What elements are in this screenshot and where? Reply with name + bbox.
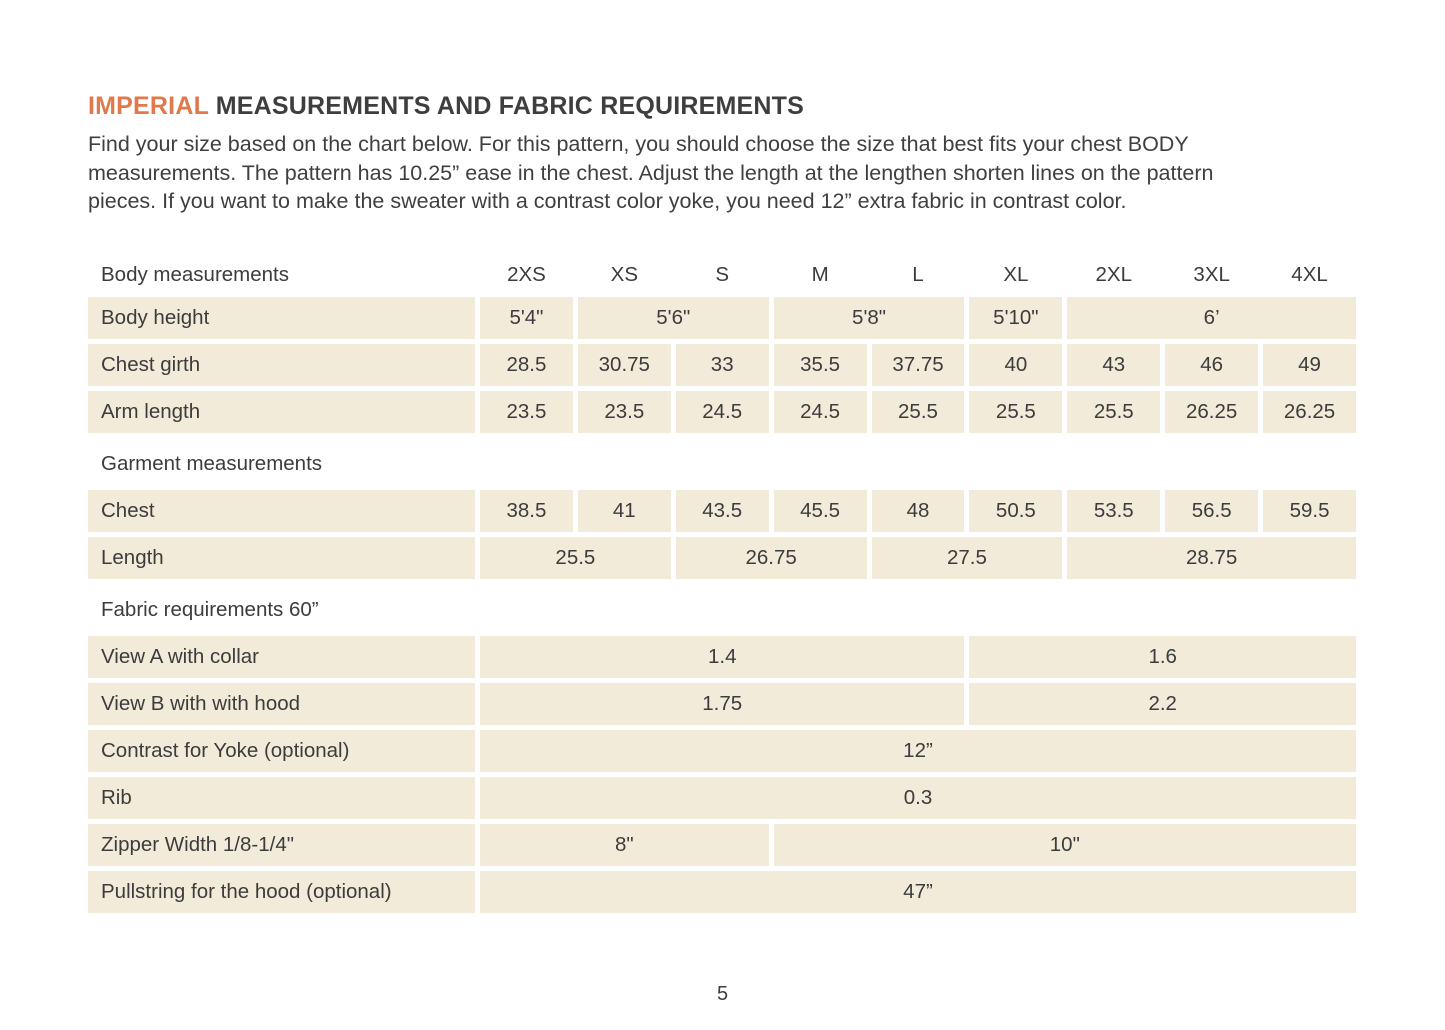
table-cell: 37.75 [871, 343, 965, 386]
table-cell: 53.5 [1067, 489, 1161, 532]
table-cell: 6’ [1067, 296, 1356, 339]
table-cell: 5'8" [773, 296, 965, 339]
table-cell: 25.5 [969, 390, 1063, 433]
page-content: IMPERIAL MEASUREMENTS AND FABRIC REQUIRE… [88, 92, 1356, 918]
table-row-body-height: Body height 5'4" 5'6" 5'8" 5'10" 6’ [88, 296, 1356, 339]
page-title-rest: MEASUREMENTS AND FABRIC REQUIREMENTS [215, 92, 805, 120]
table-cell: 59.5 [1263, 489, 1356, 532]
table-cell: 5'10" [969, 296, 1063, 339]
table-row-view-b: View B with with hood 1.75 2.2 [88, 682, 1356, 725]
table-cell: 8" [480, 823, 769, 866]
size-column-header: XS [610, 262, 638, 286]
size-column-header: XL [1003, 262, 1029, 286]
table-cell: 5'6" [577, 296, 769, 339]
size-column-header: 2XS [507, 262, 546, 286]
size-column-header: 3XL [1193, 262, 1230, 286]
table-cell: 45.5 [773, 489, 867, 532]
table-cell: 41 [577, 489, 671, 532]
table-header-row: Body measurements 2XS XS S M L XL 2XL 3X… [88, 253, 1356, 297]
intro-line: Find your size based on the chart below.… [88, 132, 1189, 156]
table-cell: 43 [1067, 343, 1161, 386]
table-cell: 25.5 [871, 390, 965, 433]
table-cell: 25.5 [480, 536, 671, 579]
size-table: Body measurements 2XS XS S M L XL 2XL 3X… [88, 253, 1356, 913]
table-cell: 1.6 [969, 635, 1356, 678]
table-cell: 56.5 [1165, 489, 1259, 532]
table-cell: 46 [1165, 343, 1259, 386]
table-cell: 25.5 [1067, 390, 1161, 433]
page-number: 5 [716, 983, 729, 1005]
row-label: Contrast for Yoke (optional) [88, 729, 475, 772]
table-cell: 27.5 [871, 536, 1063, 579]
table-row-arm-length: Arm length 23.5 23.5 24.5 24.5 25.5 25.5… [88, 390, 1356, 433]
table-cell: 26.25 [1263, 390, 1356, 433]
table-cell: 24.5 [773, 390, 867, 433]
size-column-header: M [811, 262, 829, 286]
table-cell: 35.5 [773, 343, 867, 386]
table-cell: 12” [480, 729, 1356, 772]
table-row-pullstring: Pullstring for the hood (optional) 47” [88, 870, 1356, 913]
row-label: Pullstring for the hood (optional) [88, 870, 475, 913]
row-label: Chest [88, 489, 475, 532]
table-cell: 26.25 [1165, 390, 1259, 433]
table-cell: 1.75 [480, 682, 965, 725]
row-label: Body height [88, 296, 475, 339]
table-cell: 38.5 [480, 489, 573, 532]
row-label: Length [88, 536, 475, 579]
size-column-header: 2XL [1095, 262, 1133, 286]
page-title: IMPERIAL MEASUREMENTS AND FABRIC REQUIRE… [88, 92, 1356, 121]
table-cell: 5'4" [480, 296, 573, 339]
table-cell: 26.75 [675, 536, 867, 579]
table-cell: 10" [773, 823, 1356, 866]
table-row-chest: Chest 38.5 41 43.5 45.5 48 50.5 53.5 56.… [88, 489, 1356, 532]
section-header-fabric-requirements: Fabric requirements 60” [101, 597, 319, 621]
table-cell: 30.75 [577, 343, 671, 386]
table-cell: 23.5 [577, 390, 671, 433]
table-cell: 49 [1263, 343, 1356, 386]
table-row-contrast-yoke: Contrast for Yoke (optional) 12” [88, 729, 1356, 772]
table-cell: 47” [480, 870, 1356, 913]
section-header-garment-measurements: Garment measurements [101, 451, 323, 475]
size-column-header: 4XL [1291, 262, 1328, 286]
table-cell: 0.3 [480, 776, 1356, 819]
table-row-zipper-width: Zipper Width 1/8-1/4" 8" 10" [88, 823, 1356, 866]
table-row-length: Length 25.5 26.75 27.5 28.75 [88, 536, 1356, 579]
intro-paragraph: Find your size based on the chart below.… [88, 130, 1356, 216]
row-label: View B with with hood [88, 682, 475, 725]
table-row-rib: Rib 0.3 [88, 776, 1356, 819]
table-row-chest-girth: Chest girth 28.5 30.75 33 35.5 37.75 40 … [88, 343, 1356, 386]
intro-line: measurements. The pattern has 10.25” eas… [88, 160, 1214, 185]
header-label: Body measurements [101, 262, 290, 286]
table-cell: 28.75 [1067, 536, 1356, 579]
table-cell: 2.2 [969, 682, 1356, 725]
size-column-header: L [912, 262, 924, 286]
row-label: Zipper Width 1/8-1/4" [88, 823, 475, 866]
size-column-header: S [715, 262, 730, 286]
row-label: Arm length [88, 390, 475, 433]
row-label: Chest girth [88, 343, 475, 386]
row-label: Rib [88, 776, 475, 819]
intro-line: pieces. If you want to make the sweater … [88, 189, 1127, 213]
row-label: View A with collar [88, 635, 475, 678]
table-cell: 48 [871, 489, 965, 532]
table-cell: 23.5 [480, 390, 573, 433]
table-cell: 24.5 [675, 390, 769, 433]
page-title-accent: IMPERIAL [88, 92, 209, 120]
table-cell: 40 [969, 343, 1063, 386]
table-cell: 1.4 [480, 635, 965, 678]
table-cell: 50.5 [969, 489, 1063, 532]
table-row-view-a: View A with collar 1.4 1.6 [88, 635, 1356, 678]
table-cell: 43.5 [675, 489, 769, 532]
table-cell: 28.5 [480, 343, 573, 386]
table-cell: 33 [675, 343, 769, 386]
